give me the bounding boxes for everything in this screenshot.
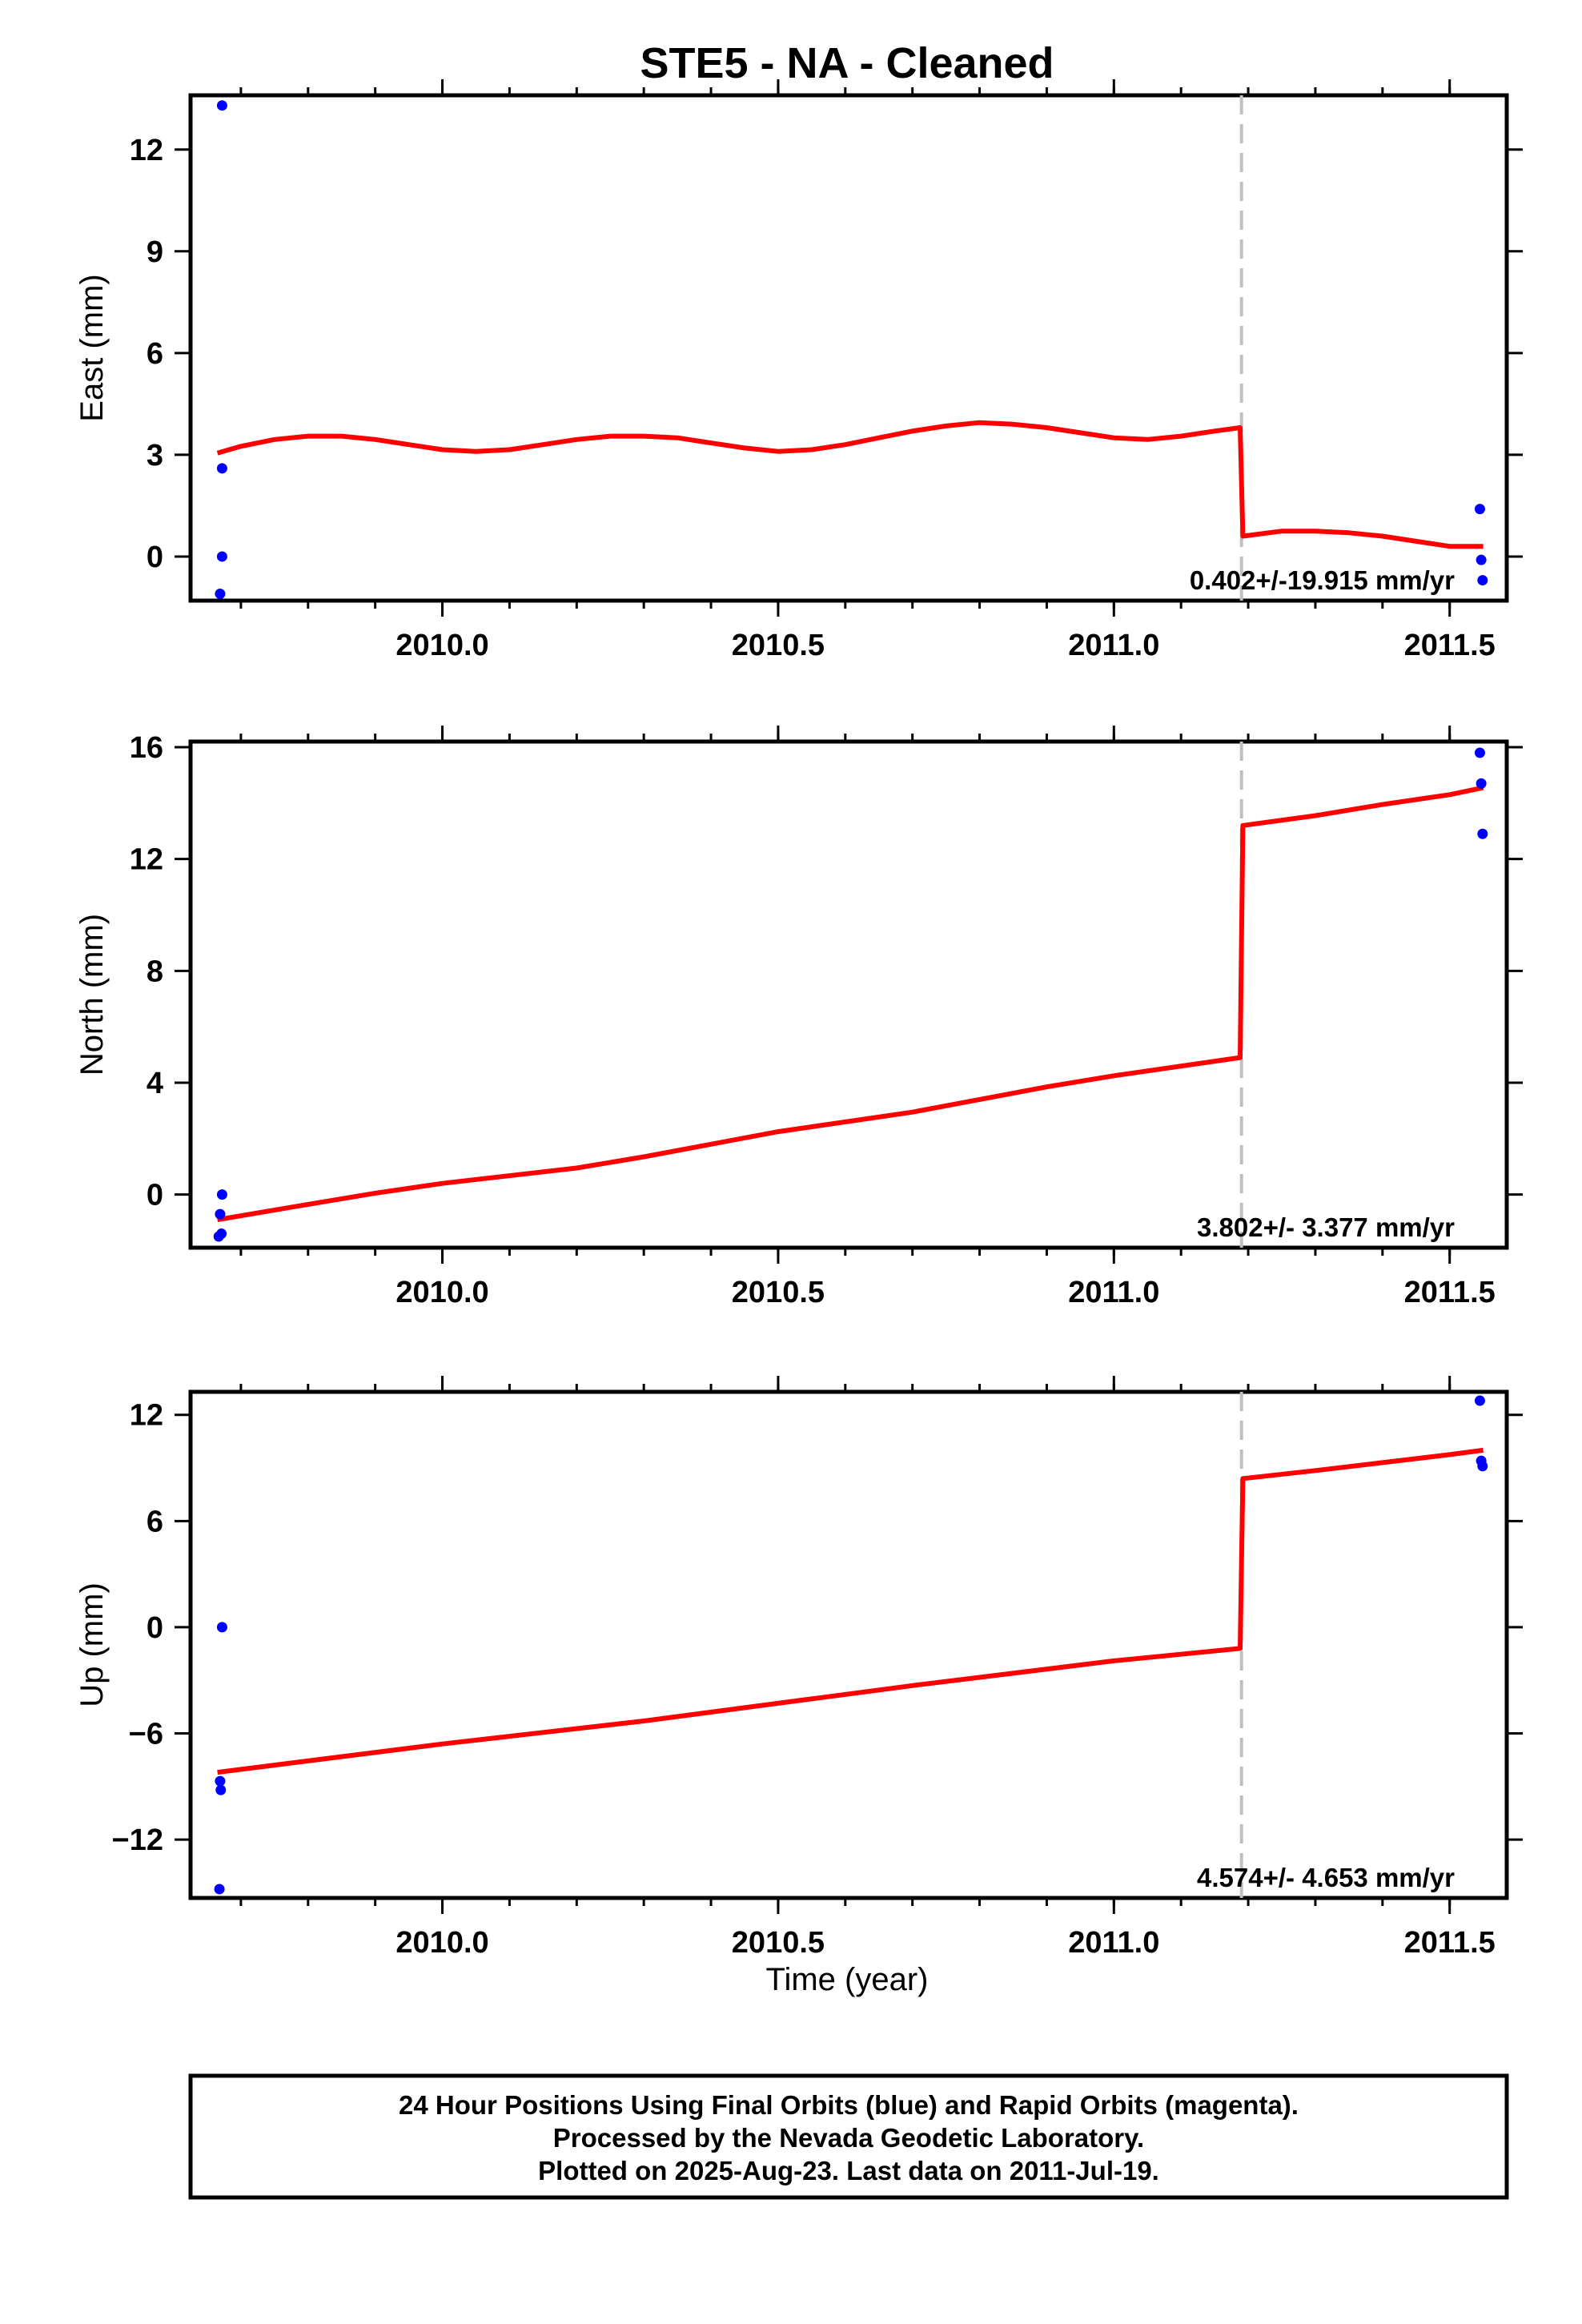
y-tick-label: 6 — [147, 337, 163, 371]
y-tick-label: 3 — [147, 439, 163, 472]
data-point — [215, 1208, 226, 1220]
y-axis-label: East (mm) — [74, 274, 110, 421]
rate-annotation: 0.402+/-19.915 mm/yr — [1190, 565, 1455, 595]
x-tick-label: 2010.5 — [732, 629, 825, 662]
east-panel: 2010.0 2010.5 2011.0 2011.5 0 3 6 9 12 East (mm) 0… — [74, 79, 1523, 662]
footer-line-2: Processed by the Nevada Geodetic Laborat… — [553, 2123, 1144, 2153]
data-point — [213, 1231, 224, 1242]
footer-line-1: 24 Hour Positions Using Final Orbits (bl… — [399, 2090, 1299, 2120]
y-tick-label: 12 — [130, 1399, 163, 1433]
model-fit-line — [217, 785, 1484, 1223]
x-tick-label: 2011.0 — [1068, 1276, 1159, 1309]
x-tick-label: 2011.5 — [1404, 1926, 1496, 1960]
data-point — [215, 589, 226, 600]
x-tick-label: 2011.0 — [1068, 629, 1159, 662]
y-tick-label: 0 — [147, 1611, 163, 1645]
data-point — [1476, 778, 1487, 789]
data-point — [216, 1189, 227, 1200]
y-tick-label: 8 — [147, 955, 163, 988]
y-tick-label: −6 — [129, 1717, 163, 1751]
up-panel: 2010.0 2010.5 2011.0 2011.5 −12 −6 0 6 12 Up (mm)… — [74, 1376, 1523, 1960]
data-point — [216, 463, 227, 474]
data-point — [216, 100, 227, 111]
y-tick-label: −12 — [112, 1823, 163, 1857]
data-point — [1474, 504, 1485, 515]
x-tick-label: 2010.0 — [396, 1926, 488, 1960]
north-panel: 2010.0 2010.5 2011.0 2011.5 0 4 8 12 16 North (mm… — [74, 726, 1523, 1309]
data-point — [1474, 747, 1485, 758]
x-tick-label: 2011.0 — [1068, 1926, 1159, 1960]
data-point — [1476, 554, 1487, 565]
y-tick-label: 0 — [147, 541, 163, 574]
y-axis-label: North (mm) — [74, 914, 110, 1076]
x-tick-label: 2011.5 — [1404, 1276, 1496, 1309]
plot-frame — [188, 93, 1509, 603]
x-tick-label: 2011.5 — [1404, 629, 1496, 662]
data-point — [1474, 1395, 1485, 1406]
rate-annotation: 4.574+/- 4.653 mm/yr — [1197, 1863, 1455, 1892]
data-point — [216, 1622, 227, 1633]
x-axis-label: Time (year) — [766, 1962, 929, 1997]
data-point — [216, 551, 227, 562]
x-tick-label: 2010.0 — [396, 1276, 488, 1309]
y-tick-label: 16 — [130, 731, 163, 765]
model-fit-line — [217, 1447, 1484, 1775]
y-tick-label: 4 — [147, 1067, 163, 1100]
x-tick-label: 2010.5 — [732, 1926, 825, 1960]
y-tick-label: 12 — [130, 134, 163, 167]
data-point — [1477, 575, 1488, 586]
y-tick-label: 9 — [147, 235, 163, 269]
data-point — [1477, 1461, 1488, 1472]
x-tick-label: 2010.0 — [396, 629, 488, 662]
model-fit-line — [216, 420, 1484, 549]
data-point — [215, 1775, 226, 1787]
footer-box: 24 Hour Positions Using Final Orbits (bl… — [188, 2073, 1509, 2200]
y-tick-label: 6 — [147, 1505, 163, 1538]
footer-frame — [188, 2073, 1509, 2200]
footer-line-3: Plotted on 2025-Aug-23. Last data on 201… — [538, 2156, 1159, 2185]
y-axis-label: Up (mm) — [74, 1582, 110, 1707]
x-tick-label: 2010.5 — [732, 1276, 825, 1309]
rate-annotation: 3.802+/- 3.377 mm/yr — [1197, 1212, 1455, 1242]
plot-frame — [188, 739, 1509, 1250]
plot-frame — [188, 1389, 1509, 1900]
data-point — [1477, 828, 1488, 839]
figure-title: STE5 - NA - Cleaned — [640, 39, 1054, 87]
data-point — [214, 1884, 225, 1895]
data-point — [215, 1784, 227, 1795]
y-tick-label: 12 — [130, 843, 163, 877]
y-tick-label: 0 — [147, 1179, 163, 1212]
